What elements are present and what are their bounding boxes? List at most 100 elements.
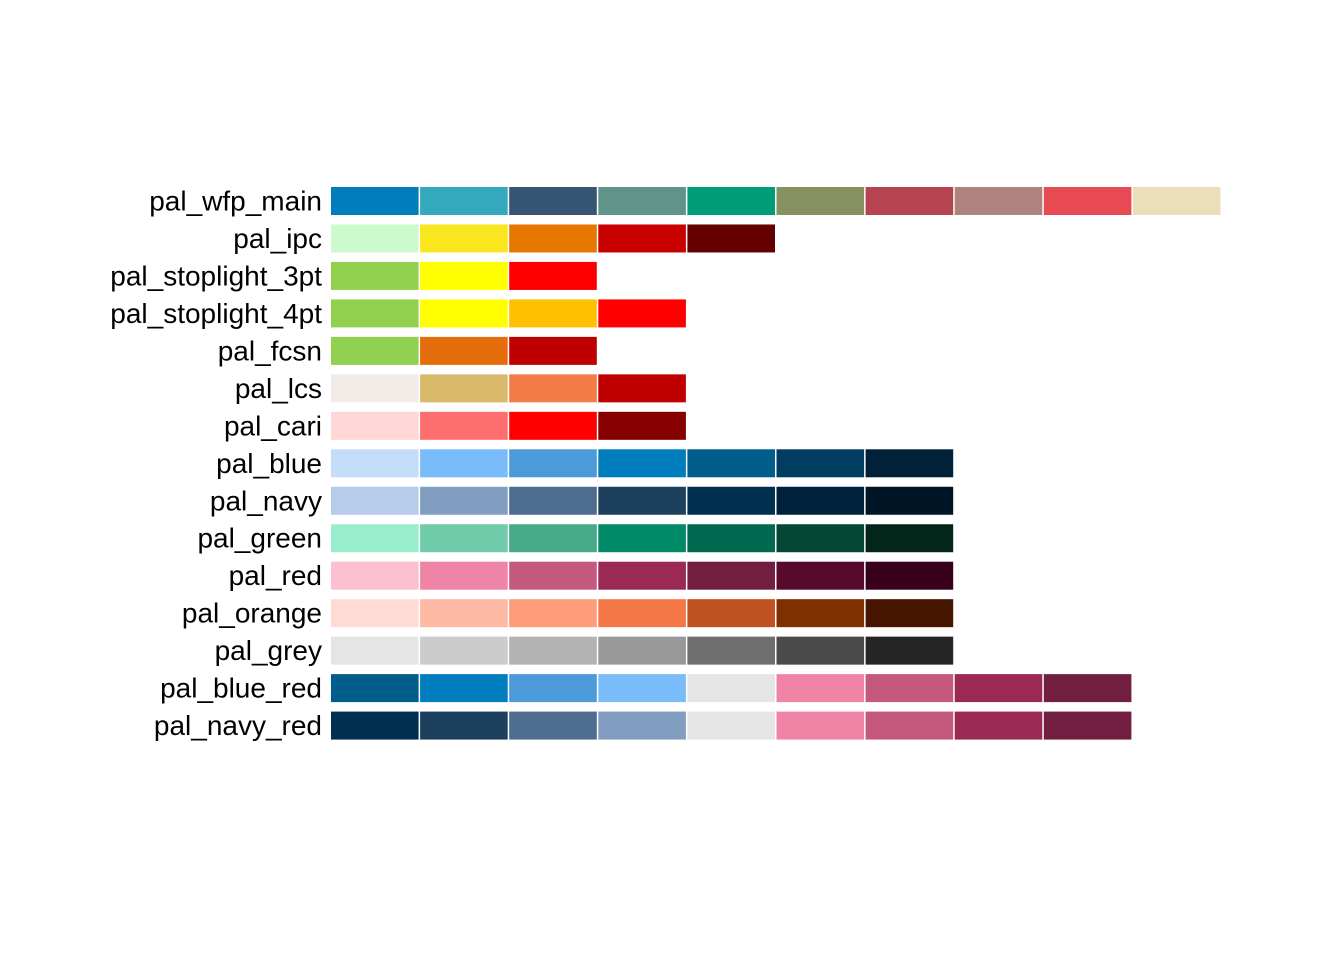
color-swatch [331,224,419,253]
color-swatch [420,336,508,365]
color-swatch [776,636,865,665]
color-swatch [509,524,597,553]
palette-label: pal_ipc [233,223,322,254]
color-swatch [776,187,865,215]
color-swatch [598,187,686,215]
palette-swatches [331,187,1221,740]
color-swatch [331,374,419,403]
color-swatch [331,411,419,440]
color-swatch [598,486,686,515]
color-swatch [865,187,954,215]
color-swatch [687,636,775,665]
color-swatch [331,524,419,553]
color-swatch [687,599,775,628]
color-swatch [420,524,508,553]
color-swatch [954,187,1043,215]
color-swatch [954,674,1043,703]
color-swatch [865,449,954,478]
color-swatch [509,336,597,365]
color-swatch [331,449,419,478]
palette-label: pal_stoplight_4pt [110,298,322,329]
color-swatch [420,411,508,440]
color-swatch [598,449,686,478]
color-swatch [509,299,597,328]
color-swatch [776,599,865,628]
color-swatch [865,711,954,740]
color-swatch [865,599,954,628]
palette-label: pal_cari [224,410,322,441]
color-swatch [687,449,775,478]
palette-label: pal_blue [216,448,322,479]
color-swatch [331,561,419,590]
color-swatch [687,486,775,515]
color-swatch [420,674,508,703]
color-swatch [865,636,954,665]
palette-label: pal_stoplight_3pt [110,260,322,291]
color-swatch [865,674,954,703]
color-swatch [509,486,597,515]
color-swatch [687,674,775,703]
color-swatch [776,486,865,515]
color-swatch [509,636,597,665]
color-swatch [509,711,597,740]
color-swatch [420,187,508,215]
palette-labels: pal_wfp_main pal_ipc pal_stoplight_3pt pal_… [110,186,322,742]
color-swatch [420,374,508,403]
color-swatch [331,599,419,628]
color-swatch [420,636,508,665]
color-swatch [687,224,775,253]
color-swatch [598,299,686,328]
color-swatch [865,524,954,553]
color-swatch [687,524,775,553]
palette-label: pal_fcsn [218,335,322,366]
color-swatch [776,711,865,740]
color-swatch [865,561,954,590]
color-swatch [1043,187,1132,215]
color-swatch [687,711,775,740]
color-swatch [331,336,419,365]
color-swatch [331,187,419,215]
color-swatch [509,261,597,290]
palette-label: pal_wfp_main [149,186,322,217]
color-swatch [1043,674,1132,703]
color-swatch [420,486,508,515]
color-swatch [687,561,775,590]
color-swatch [509,224,597,253]
color-swatch [420,449,508,478]
color-swatch [420,261,508,290]
color-swatch [509,374,597,403]
color-swatch [509,561,597,590]
color-swatch [509,187,597,215]
color-swatch [598,224,686,253]
color-swatch [509,599,597,628]
palette-label: pal_navy [210,485,322,516]
color-swatch [776,449,865,478]
palette-label: pal_blue_red [160,673,322,704]
color-swatch [598,561,686,590]
color-swatch [331,299,419,328]
color-swatch [776,674,865,703]
palette-label: pal_grey [215,635,322,666]
palette-label: pal_lcs [235,373,322,404]
color-swatch [420,599,508,628]
color-swatch [776,524,865,553]
color-swatch [687,187,775,215]
color-swatch [509,411,597,440]
color-swatch [331,261,419,290]
color-swatch [420,299,508,328]
color-swatch [420,561,508,590]
color-swatch [598,674,686,703]
color-swatch [331,711,419,740]
color-swatch [420,224,508,253]
color-swatch [509,674,597,703]
color-swatch [331,486,419,515]
color-swatch [420,711,508,740]
color-swatch [598,411,686,440]
color-swatch [331,636,419,665]
color-swatch [865,486,954,515]
palette-label: pal_navy_red [154,710,322,741]
color-swatch [598,524,686,553]
color-swatch [1132,187,1221,215]
